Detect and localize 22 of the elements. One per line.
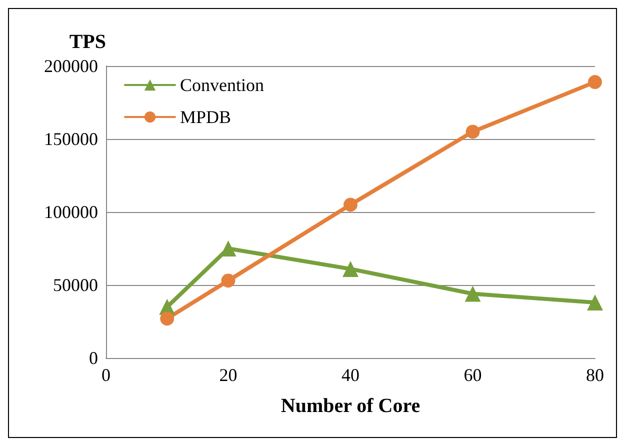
point <box>344 198 358 212</box>
point <box>342 260 358 277</box>
point <box>160 312 174 326</box>
y-tick-label: 50000 <box>53 275 98 295</box>
x-tick-label: 80 <box>586 365 604 385</box>
y-tick-label: 100000 <box>44 202 98 222</box>
point <box>221 274 236 288</box>
x-axis-title: Number of Core <box>280 395 420 417</box>
y-tick-label: 0 <box>89 348 98 368</box>
legend-label: MPDB <box>180 107 232 127</box>
y-axis-title: TPS <box>69 31 106 53</box>
point <box>466 124 480 139</box>
y-tick-label: 150000 <box>44 129 98 149</box>
point <box>464 286 481 302</box>
x-tick-label: 40 <box>342 365 360 385</box>
x-tick-label: 0 <box>102 365 110 385</box>
y-tick-label: 200000 <box>44 56 98 76</box>
legend-label: Convention <box>180 75 264 95</box>
point <box>588 75 602 90</box>
point <box>587 294 603 311</box>
x-tick-label: 20 <box>219 365 238 385</box>
x-tick-label: 60 <box>464 365 482 385</box>
